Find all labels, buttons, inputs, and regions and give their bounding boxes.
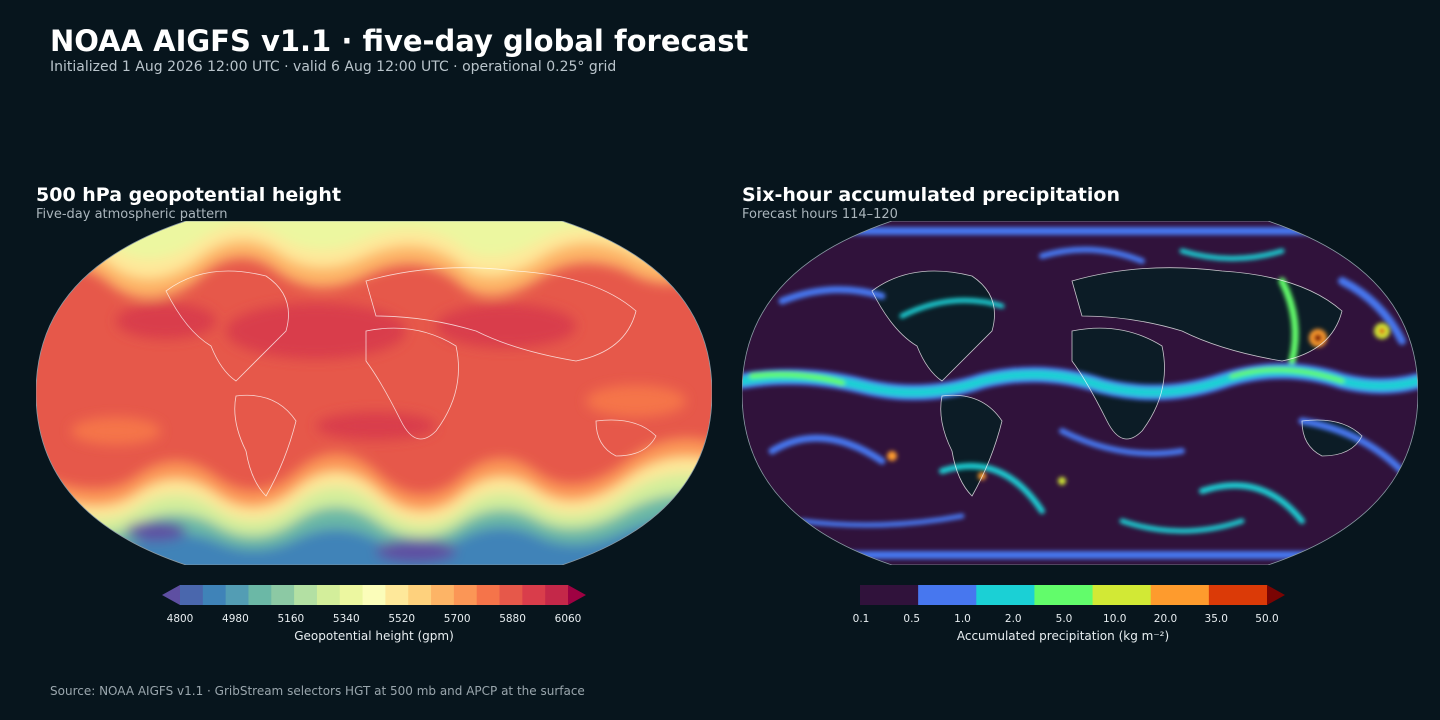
colorbar-segment [225, 585, 249, 605]
colorbar-tick-label: 5880 [499, 613, 526, 625]
colorbar-extend-high [568, 585, 586, 605]
colorbar-segment [294, 585, 318, 605]
colorbar-segment [431, 585, 455, 605]
source-footer: Source: NOAA AIGFS v1.1 · GribStream sel… [50, 684, 585, 698]
colorbar-tick-label: 5700 [443, 613, 471, 625]
colorbar-tick-label: 35.0 [1204, 613, 1228, 625]
colorbar-extend-low [162, 585, 180, 605]
colorbar-segment [362, 585, 386, 605]
precipitation-colorbar-label: Accumulated precipitation (kg m⁻²) [956, 629, 1170, 643]
colorbar-tick-label: 4800 [166, 613, 194, 625]
colorbar-tick-label: 5160 [277, 613, 305, 625]
page-title: NOAA AIGFS v1.1 · five-day global foreca… [50, 24, 749, 58]
colorbar-tick-label: 5.0 [1055, 613, 1073, 625]
colorbar-segment [1034, 585, 1094, 605]
colorbar-tick-label: 5340 [332, 613, 360, 625]
panel-title-height: 500 hPa geopotential height [36, 184, 342, 206]
page-subtitle: Initialized 1 Aug 2026 12:00 UTC · valid… [50, 59, 617, 75]
panel-title-precip: Six-hour accumulated precipitation [742, 184, 1120, 206]
colorbar-segment [545, 585, 569, 605]
colorbar-segment [180, 585, 204, 605]
colorbar-extend-high [1267, 585, 1285, 605]
colorbar-segment [316, 585, 341, 605]
colorbar-segment [499, 585, 523, 605]
colorbar-segment [476, 585, 501, 605]
colorbar-segment [522, 585, 546, 605]
colorbar-segment [248, 585, 272, 605]
panel-subtitle-precip: Forecast hours 114–120 [742, 207, 898, 222]
colorbar-tick-label: 6060 [554, 613, 582, 625]
colorbar-segment [976, 585, 1035, 605]
colorbar-segment [1150, 585, 1210, 605]
colorbar-segment [453, 585, 478, 605]
colorbar-segment [408, 585, 432, 605]
panel-subtitle-height: Five-day atmospheric pattern [36, 207, 228, 222]
height-colorbar [160, 584, 590, 610]
colorbar-segment [918, 585, 977, 605]
colorbar-tick-label: 4980 [222, 613, 249, 625]
colorbar-segment [202, 585, 227, 605]
precipitation-map[interactable] [741, 220, 1419, 569]
colorbar-tick-label: 0.5 [903, 613, 921, 625]
colorbar-segment [385, 585, 409, 605]
precipitation-colorbar [859, 584, 1289, 610]
colorbar-segment [339, 585, 364, 605]
colorbar-segment [1208, 585, 1268, 605]
colorbar-tick-label: 5520 [388, 613, 416, 625]
colorbar-segment [1092, 585, 1152, 605]
colorbar-tick-label: 50.0 [1255, 613, 1279, 625]
height-colorbar-label: Geopotential height (gpm) [294, 629, 454, 643]
geopotential-height-map[interactable] [35, 220, 713, 569]
colorbar-tick-label: 20.0 [1153, 613, 1178, 625]
colorbar-tick-label: 1.0 [954, 613, 971, 625]
colorbar-tick-label: 10.0 [1103, 613, 1127, 625]
colorbar-tick-label: 2.0 [1004, 613, 1022, 625]
colorbar-segment [271, 585, 295, 605]
colorbar-segment [860, 585, 919, 605]
colorbar-tick-label: 0.1 [852, 613, 870, 625]
